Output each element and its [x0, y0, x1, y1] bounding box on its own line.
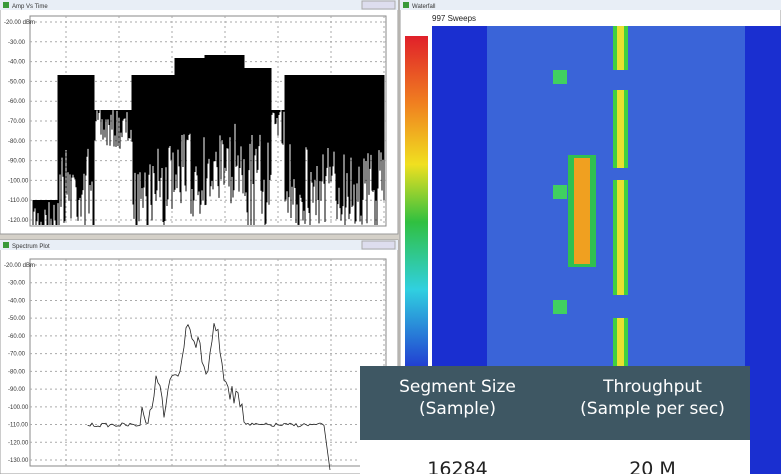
- y-label: -40.00: [8, 298, 26, 304]
- table-header: Segment Size (Sample) Throughput (Sample p…: [360, 366, 750, 440]
- y-label: -120.00: [8, 440, 29, 446]
- y-label: -120.00: [8, 218, 29, 224]
- y-label: -70.00: [8, 352, 26, 358]
- plot-area: [29, 258, 387, 467]
- y-label: -30.00: [8, 40, 26, 46]
- y-label: -50.00: [8, 79, 26, 85]
- y-label: -40.00: [8, 60, 26, 66]
- header-cell: Throughput (Sample per sec): [555, 366, 750, 440]
- y-label: -20.00 dBm: [4, 263, 35, 269]
- header-text: Throughput: [603, 377, 702, 397]
- signal-core: [574, 158, 590, 264]
- y-label: -60.00: [8, 99, 26, 105]
- signal-core: [617, 318, 624, 370]
- title-bar: [0, 240, 398, 250]
- header-text: (Sample): [418, 399, 496, 419]
- y-label: -100.00: [8, 405, 29, 411]
- y-label: -90.00: [8, 159, 26, 165]
- spectrum-plot: -20.00 dBm -30.00 -40.00 -50.00 -60.00 -70.00…: [4, 258, 387, 471]
- waterfall-signals: [553, 26, 628, 370]
- signal-core: [617, 90, 624, 168]
- y-label: -50.00: [8, 316, 26, 322]
- title-bar: [400, 0, 781, 10]
- signal: [553, 300, 567, 314]
- y-label: -80.00: [8, 139, 26, 145]
- header-text: Segment Size: [399, 377, 516, 397]
- window-title: Amp Vs Time: [12, 4, 48, 10]
- signal: [553, 70, 567, 84]
- window-buttons[interactable]: [361, 240, 396, 250]
- window-icon: [3, 242, 9, 248]
- table-cell: 16284: [427, 458, 488, 474]
- y-label: -30.00: [8, 281, 26, 287]
- window-title: Waterfall: [412, 4, 435, 10]
- signal: [553, 185, 567, 199]
- window-icon: [403, 2, 409, 8]
- y-label: -110.00: [8, 423, 29, 429]
- signal-core: [617, 180, 624, 295]
- y-label: -100.00: [8, 178, 29, 184]
- trace: [87, 323, 331, 471]
- y-label: -70.00: [8, 119, 26, 125]
- y-label: -130.00: [8, 458, 29, 464]
- y-label: -80.00: [8, 369, 26, 375]
- amp-plot: -20.00 dBm -30.00 -40.00 -50.00 -60.00 -70.00…: [4, 15, 387, 227]
- header-text: (Sample per sec): [580, 399, 725, 419]
- y-label: -60.00: [8, 334, 26, 340]
- signal-core: [617, 26, 624, 70]
- title-bar: [0, 0, 398, 10]
- sweep-count: 997 Sweeps: [432, 14, 476, 23]
- table-cell: 20 M: [629, 458, 676, 474]
- window-buttons[interactable]: [361, 0, 396, 10]
- table-row: 16284 20 M: [360, 440, 750, 474]
- y-label: -20.00 dBm: [4, 20, 35, 26]
- color-bar: [405, 36, 428, 374]
- y-label: -110.00: [8, 198, 29, 204]
- window-icon: [3, 2, 9, 8]
- window-title: Spectrum Plot: [12, 244, 50, 250]
- overlay-table: Segment Size (Sample) Throughput (Sample p…: [360, 366, 750, 474]
- header-cell: Segment Size (Sample): [360, 366, 555, 440]
- y-label: -90.00: [8, 387, 26, 393]
